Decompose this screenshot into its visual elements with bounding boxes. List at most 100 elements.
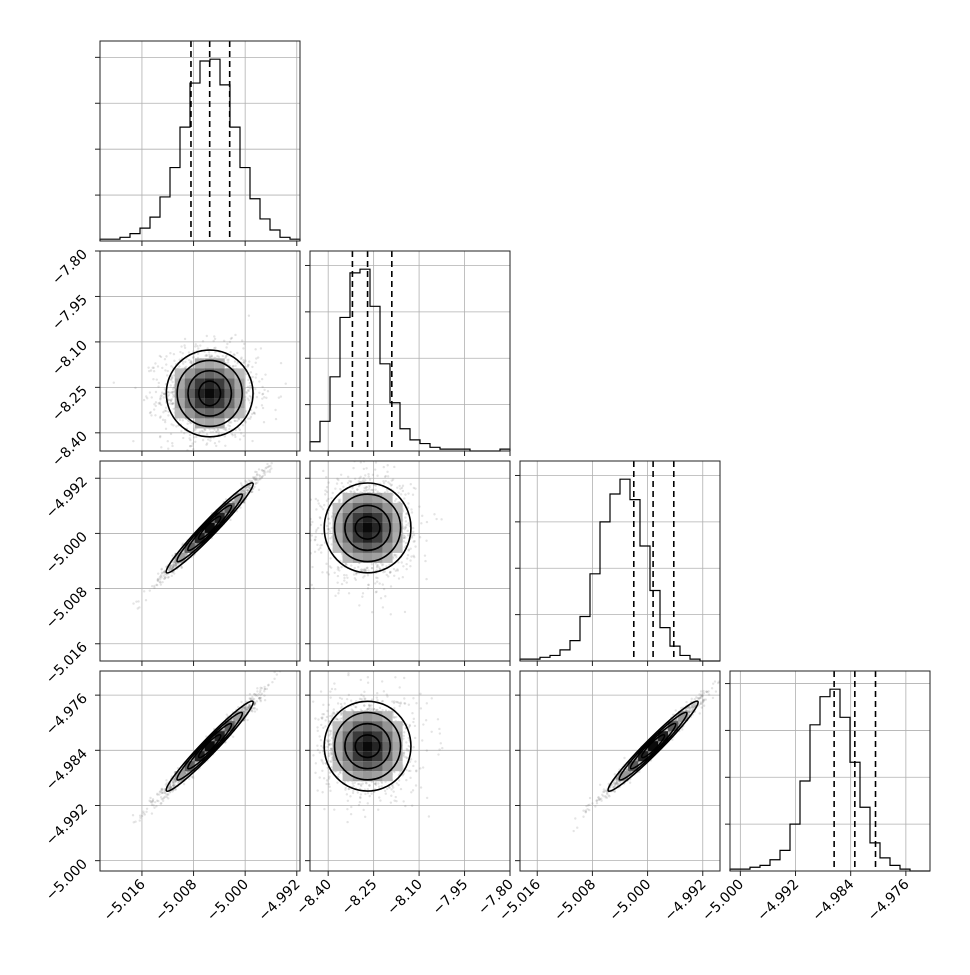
sample-point bbox=[145, 599, 147, 601]
sample-point bbox=[426, 521, 428, 523]
sample-point bbox=[340, 474, 342, 476]
grid-lines bbox=[328, 251, 510, 451]
panel-content bbox=[113, 315, 287, 490]
sample-point bbox=[249, 382, 251, 384]
sample-point bbox=[164, 576, 166, 578]
sample-point bbox=[338, 589, 340, 591]
sample-point bbox=[402, 565, 404, 567]
sample-point bbox=[238, 418, 240, 420]
sample-point bbox=[269, 471, 271, 473]
sample-point bbox=[228, 428, 230, 430]
sample-point bbox=[312, 587, 314, 589]
sample-point bbox=[145, 811, 147, 813]
sample-point bbox=[386, 491, 388, 493]
density-cell bbox=[363, 523, 373, 533]
sample-point bbox=[350, 564, 352, 566]
sample-point bbox=[343, 577, 345, 579]
sample-point bbox=[189, 422, 191, 424]
sample-point bbox=[183, 344, 185, 346]
sample-point bbox=[170, 433, 172, 435]
sample-point bbox=[236, 352, 238, 354]
sample-point bbox=[166, 573, 168, 575]
sample-point bbox=[435, 518, 437, 520]
sample-point bbox=[376, 577, 378, 579]
sample-point bbox=[234, 420, 236, 422]
sample-point bbox=[374, 489, 376, 491]
sample-point bbox=[265, 397, 267, 399]
sample-point bbox=[404, 493, 406, 495]
sample-point bbox=[151, 396, 153, 398]
sample-point bbox=[398, 485, 400, 487]
sample-point bbox=[363, 477, 365, 479]
sample-point bbox=[393, 466, 395, 468]
sample-point bbox=[343, 579, 345, 581]
grid-lines-horizontal bbox=[515, 475, 720, 614]
sample-point bbox=[229, 425, 231, 427]
sample-point bbox=[180, 430, 182, 432]
sample-point bbox=[189, 434, 191, 436]
sample-point bbox=[255, 373, 257, 375]
sample-point bbox=[194, 345, 196, 347]
sample-point bbox=[261, 386, 263, 388]
sample-point bbox=[262, 475, 264, 477]
sample-point bbox=[410, 555, 412, 557]
sample-point bbox=[163, 571, 165, 573]
sample-point bbox=[154, 414, 156, 416]
sample-point bbox=[250, 416, 252, 418]
sample-point bbox=[254, 471, 256, 473]
sample-point bbox=[346, 581, 348, 583]
density-grid bbox=[333, 493, 403, 563]
sample-point bbox=[227, 359, 229, 361]
sample-point bbox=[159, 398, 161, 400]
sample-point bbox=[256, 708, 258, 710]
sample-point bbox=[408, 549, 410, 551]
sample-point bbox=[248, 315, 250, 317]
sample-point bbox=[197, 347, 199, 349]
density-cell bbox=[175, 388, 185, 398]
sample-point bbox=[324, 493, 326, 495]
sample-point bbox=[167, 440, 169, 442]
sample-point bbox=[425, 578, 427, 580]
sample-point bbox=[253, 477, 255, 479]
sample-point bbox=[329, 557, 331, 559]
sample-point bbox=[327, 528, 329, 530]
sample-point bbox=[201, 430, 203, 432]
sample-point bbox=[359, 476, 361, 478]
sample-point bbox=[225, 346, 227, 348]
sample-point bbox=[169, 352, 171, 354]
sample-point bbox=[175, 425, 177, 427]
sample-point bbox=[258, 468, 260, 470]
sample-point bbox=[334, 572, 336, 574]
sample-point bbox=[160, 394, 162, 396]
sample-point bbox=[247, 417, 249, 419]
sample-point bbox=[218, 440, 220, 442]
sample-point bbox=[318, 502, 320, 504]
sample-point bbox=[402, 534, 404, 536]
sample-point bbox=[366, 567, 368, 569]
sample-point bbox=[171, 554, 173, 556]
sample-point bbox=[229, 519, 231, 521]
sample-point bbox=[171, 376, 173, 378]
sample-point bbox=[226, 713, 228, 715]
sample-point bbox=[375, 461, 377, 463]
sample-point bbox=[285, 563, 287, 565]
grid-lines bbox=[142, 671, 297, 871]
sample-point bbox=[165, 363, 167, 365]
sample-point bbox=[355, 579, 357, 581]
sample-point bbox=[275, 418, 277, 420]
sample-point bbox=[391, 479, 393, 481]
density-cell bbox=[235, 388, 245, 398]
sample-point bbox=[230, 452, 232, 454]
sample-point bbox=[372, 474, 374, 476]
sample-point bbox=[197, 353, 199, 355]
grid-lines bbox=[142, 461, 297, 661]
sample-point bbox=[344, 563, 346, 565]
sample-point bbox=[412, 494, 414, 496]
sample-point bbox=[209, 439, 211, 441]
sample-point bbox=[249, 387, 251, 389]
sample-point bbox=[354, 478, 356, 480]
sample-point bbox=[207, 438, 209, 440]
histogram-step-line bbox=[520, 479, 720, 661]
sample-point bbox=[162, 419, 164, 421]
